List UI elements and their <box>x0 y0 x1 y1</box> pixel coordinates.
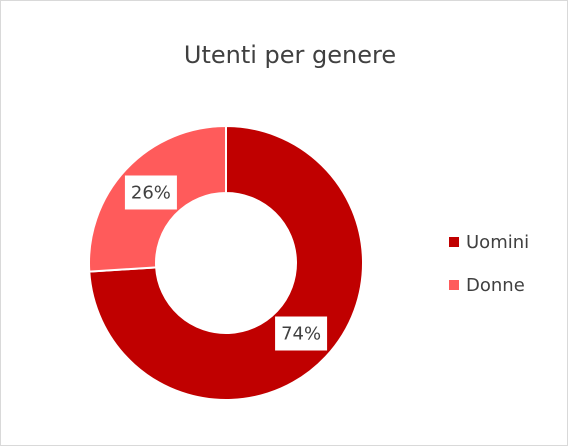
chart-title: Utenti per genere <box>184 41 396 69</box>
data-label: 74% <box>281 324 321 345</box>
legend-swatch <box>449 237 459 247</box>
data-label-box <box>275 316 328 351</box>
data-label-box <box>124 175 177 210</box>
legend-label: Uomini <box>466 232 529 253</box>
data-label: 26% <box>131 182 171 203</box>
legend-label: Donne <box>466 275 525 296</box>
legend-swatch <box>449 280 459 290</box>
